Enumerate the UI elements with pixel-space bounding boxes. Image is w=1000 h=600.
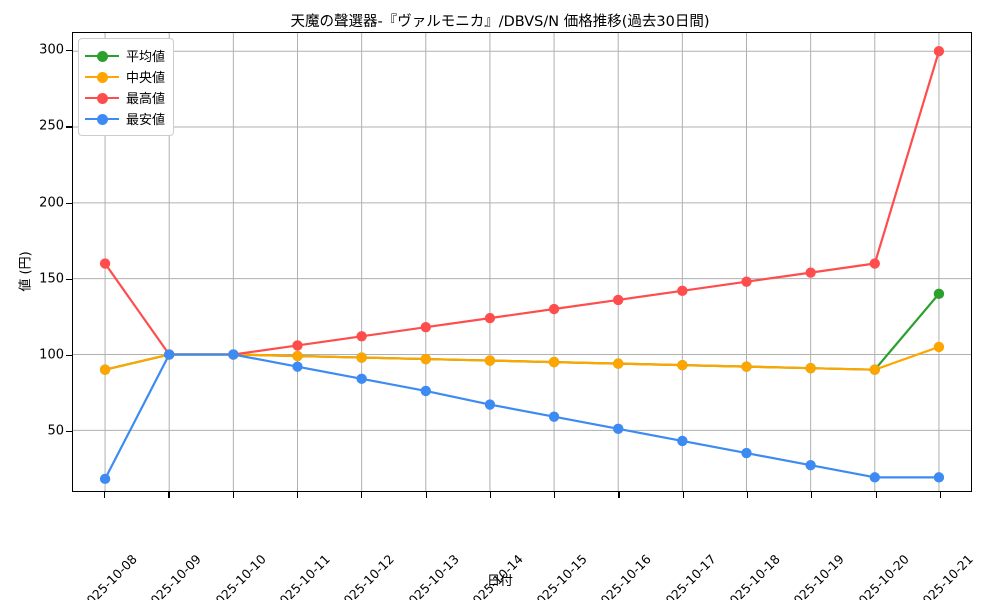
data-point-marker [99, 364, 111, 375]
y-axis-tick-mark [66, 354, 72, 356]
legend-item[interactable]: 中央値 [85, 66, 165, 87]
x-axis-tick-mark [939, 492, 941, 498]
y-axis-tick-mark [66, 126, 72, 128]
data-point-marker [484, 399, 496, 410]
data-point-marker [99, 473, 111, 485]
data-point-marker [613, 294, 624, 306]
x-axis-tick-mark [811, 492, 813, 498]
x-axis-tick-mark [425, 492, 427, 498]
data-point-marker [805, 460, 816, 471]
data-point-marker [548, 303, 560, 315]
data-point-marker [613, 358, 624, 369]
legend-item[interactable]: 最安値 [85, 108, 165, 129]
data-point-marker [228, 349, 239, 360]
data-series-layer [99, 46, 945, 485]
y-axis-tick-label: 200 [39, 195, 64, 211]
x-axis-tick-mark [554, 492, 556, 498]
data-point-marker [292, 361, 303, 372]
data-point-marker [292, 350, 303, 362]
data-point-marker [99, 258, 111, 269]
x-axis-tick-mark [232, 492, 234, 498]
legend-item-label: 中央値 [126, 71, 166, 86]
data-point-marker [292, 340, 303, 351]
legend-item-label: 平均値 [126, 50, 166, 65]
data-point-marker [356, 331, 367, 342]
data-point-marker [356, 352, 367, 363]
x-axis-tick-mark [168, 492, 170, 498]
data-point-marker [677, 285, 688, 296]
plot-area [72, 32, 972, 492]
data-point-marker [420, 353, 431, 365]
y-axis-tick-label: 250 [39, 118, 64, 134]
data-point-marker [484, 312, 496, 324]
series-line [103, 50, 941, 356]
data-point-marker [741, 447, 752, 459]
y-axis-tick-label: 300 [39, 42, 64, 58]
chart-title: 天魔の聲選器-『ヴァルモニカ』/DBVS/N 価格推移(過去30日間) [290, 14, 710, 30]
y-axis-tick-mark [66, 50, 72, 52]
legend-item-label: 最安値 [126, 113, 166, 128]
legend-item[interactable]: 平均値 [85, 45, 165, 66]
x-axis-tick-mark [489, 492, 491, 498]
data-point-marker [677, 435, 688, 447]
data-point-marker [356, 373, 367, 384]
x-axis-tick-mark [875, 492, 877, 498]
series-line [103, 345, 941, 371]
data-point-marker [420, 322, 431, 333]
data-point-marker [677, 359, 688, 371]
x-axis-tick-mark [682, 492, 684, 498]
data-point-marker [805, 362, 816, 374]
legend-color-swatch [85, 91, 119, 105]
data-point-marker [548, 356, 560, 368]
chart-legend: 平均値中央値最高値最安値 [78, 38, 175, 136]
data-point-marker [869, 364, 880, 375]
y-axis-tick-label: 100 [39, 347, 64, 363]
legend-color-swatch [85, 112, 119, 126]
x-axis-tick-mark [361, 492, 363, 498]
data-point-marker [933, 341, 945, 353]
legend-color-swatch [85, 49, 119, 63]
x-axis-tick-mark [618, 492, 620, 498]
data-point-marker [933, 46, 945, 57]
y-axis-tick-labels: 50 100 150 200 250 300 [14, 32, 64, 492]
y-axis-tick-mark [66, 202, 72, 204]
data-point-marker [933, 288, 945, 300]
y-axis-tick-label: 50 [47, 423, 64, 439]
data-point-marker [805, 267, 816, 278]
x-axis-tick-mark [297, 492, 299, 498]
data-point-marker [933, 472, 945, 483]
legend-item-label: 最高値 [126, 92, 166, 107]
series-line [103, 353, 941, 480]
data-point-marker [484, 355, 496, 366]
y-axis-tick-label: 150 [39, 271, 64, 287]
data-point-marker [164, 349, 175, 360]
data-point-marker [548, 411, 560, 422]
data-point-marker [741, 361, 752, 372]
legend-color-swatch [85, 70, 119, 84]
x-axis-label: 日付 [486, 574, 513, 589]
y-axis-tick-mark [66, 278, 72, 280]
data-point-marker [869, 472, 880, 483]
data-point-marker [741, 276, 752, 287]
legend-item[interactable]: 最高値 [85, 87, 165, 108]
x-axis-tick-mark [104, 492, 106, 498]
y-axis-tick-mark [66, 431, 72, 433]
data-point-marker [869, 258, 880, 269]
data-point-marker [613, 423, 624, 434]
x-axis-tick-mark [747, 492, 749, 498]
data-point-marker [420, 385, 431, 397]
grid-lines [73, 33, 971, 491]
